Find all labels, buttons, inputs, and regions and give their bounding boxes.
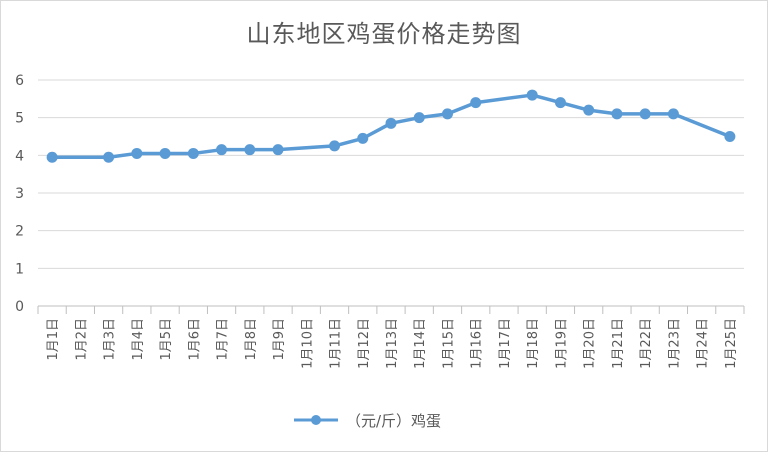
x-tick-label: 1月1日: [46, 318, 61, 361]
x-tick-label: 1月4日: [131, 318, 146, 361]
x-tick-label: 1月17日: [498, 318, 513, 369]
legend-dot-marker: [311, 415, 321, 425]
data-point: [272, 144, 284, 156]
x-tick-label: 1月14日: [413, 318, 428, 369]
y-tick-label: 5: [15, 111, 24, 127]
data-point: [583, 104, 595, 116]
series-layer: [46, 89, 736, 163]
data-point: [611, 108, 623, 120]
data-point: [187, 147, 199, 159]
data-point: [103, 151, 115, 163]
x-tick-label: 1月24日: [696, 318, 711, 369]
chart-title: 山东地区鸡蛋价格走势图: [246, 20, 522, 48]
y-tick-labels: 0 1 2 3 4 5 6: [15, 73, 24, 315]
x-tick-label: 1月9日: [272, 318, 287, 361]
y-tick-label: 4: [15, 148, 24, 164]
data-point: [639, 108, 651, 120]
data-point: [131, 147, 143, 159]
data-point: [244, 144, 256, 156]
x-tick-label: 1月6日: [187, 318, 202, 361]
data-point: [526, 89, 538, 101]
y-tick-label: 1: [15, 261, 24, 277]
data-point: [216, 144, 228, 156]
x-tick-label: 1月3日: [103, 318, 118, 361]
data-point: [385, 117, 397, 129]
x-tick-label: 1月5日: [159, 318, 174, 361]
data-point: [724, 131, 736, 142]
data-point: [46, 151, 58, 163]
x-tick-label: 1月20日: [583, 318, 598, 369]
x-tick-label: 1月18日: [526, 318, 541, 369]
x-tick-label: 1月7日: [216, 318, 231, 361]
x-tick-label: 1月25日: [724, 318, 739, 369]
x-tick-label: 1月23日: [667, 318, 682, 369]
x-tick-label: 1月21日: [611, 318, 626, 369]
y-tick-label: 3: [15, 186, 24, 202]
grid-lines: [37, 79, 745, 314]
x-tick-label: 1月22日: [639, 318, 654, 369]
data-point: [667, 108, 679, 120]
x-tick-label: 1月12日: [357, 318, 372, 369]
x-tick-label: 1月19日: [554, 318, 569, 369]
data-point: [441, 108, 453, 120]
data-point: [329, 140, 341, 152]
x-tick-labels: 1月1日 1月2日 1月3日 1月4日 1月5日 1月6日 1月7日 1月8日 1月9日 1月10…: [46, 318, 739, 369]
legend: （元/斤）鸡蛋: [294, 412, 441, 430]
data-point: [554, 97, 566, 109]
data-point: [413, 112, 425, 124]
x-tick-label: 1月11日: [329, 318, 344, 369]
x-tick-label: 1月16日: [470, 318, 485, 369]
x-tick-label: 1月13日: [385, 318, 400, 369]
x-tick-label: 1月2日: [74, 318, 89, 361]
x-tick-label: 1月15日: [441, 318, 456, 369]
y-tick-label: 2: [15, 224, 24, 240]
data-point: [159, 147, 171, 159]
y-tick-label: 0: [15, 299, 24, 315]
x-tick-label: 1月10日: [300, 318, 315, 369]
y-tick-label: 6: [15, 73, 24, 89]
legend-label: （元/斤）鸡蛋: [346, 412, 441, 430]
data-point: [357, 132, 369, 144]
x-tick-label: 1月8日: [244, 318, 259, 361]
data-point: [470, 97, 482, 109]
